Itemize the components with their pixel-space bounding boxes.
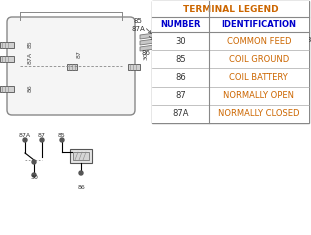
Bar bbox=[128, 63, 140, 70]
Text: 87: 87 bbox=[174, 55, 183, 62]
Bar bbox=[67, 63, 77, 70]
Text: 30: 30 bbox=[298, 37, 311, 43]
Bar bbox=[152, 68, 309, 87]
Bar bbox=[70, 149, 92, 163]
Polygon shape bbox=[222, 9, 272, 25]
Text: 30: 30 bbox=[30, 175, 38, 180]
Text: 85: 85 bbox=[27, 40, 33, 48]
Bar bbox=[152, 17, 309, 32]
Text: 87: 87 bbox=[38, 133, 46, 138]
Bar bbox=[0, 86, 14, 91]
Text: COIL BATTERY: COIL BATTERY bbox=[230, 73, 288, 82]
FancyBboxPatch shape bbox=[7, 17, 135, 115]
Text: 86: 86 bbox=[77, 185, 85, 190]
Text: 30: 30 bbox=[175, 37, 186, 46]
Bar bbox=[152, 32, 309, 50]
Bar bbox=[152, 1, 309, 123]
Text: 30: 30 bbox=[143, 52, 148, 60]
Text: NORMALLY CLOSED: NORMALLY CLOSED bbox=[218, 110, 299, 118]
Text: 86: 86 bbox=[142, 48, 156, 56]
Text: 86: 86 bbox=[175, 73, 186, 82]
Bar bbox=[152, 105, 309, 123]
Bar bbox=[0, 55, 14, 62]
Polygon shape bbox=[162, 9, 240, 27]
Bar bbox=[280, 37, 296, 42]
Bar bbox=[152, 50, 309, 68]
Polygon shape bbox=[140, 32, 162, 39]
Circle shape bbox=[23, 138, 27, 142]
Text: 87A: 87A bbox=[27, 52, 33, 64]
Text: 85: 85 bbox=[58, 133, 66, 138]
Polygon shape bbox=[140, 38, 162, 45]
Bar bbox=[152, 87, 309, 105]
Text: 87A: 87A bbox=[19, 133, 31, 138]
Text: NUMBER: NUMBER bbox=[160, 20, 201, 29]
Circle shape bbox=[227, 38, 233, 44]
Polygon shape bbox=[162, 17, 222, 67]
Polygon shape bbox=[240, 19, 272, 49]
Polygon shape bbox=[240, 19, 272, 49]
Text: 87A: 87A bbox=[132, 26, 154, 40]
Circle shape bbox=[229, 28, 235, 34]
Polygon shape bbox=[140, 44, 162, 51]
Polygon shape bbox=[220, 25, 242, 57]
Bar bbox=[0, 42, 14, 47]
Text: COMMON FEED: COMMON FEED bbox=[226, 37, 291, 46]
Text: 87A: 87A bbox=[172, 110, 188, 118]
Circle shape bbox=[40, 138, 44, 142]
Text: IDENTIFICATION: IDENTIFICATION bbox=[221, 20, 296, 29]
Text: 87: 87 bbox=[175, 91, 186, 100]
Text: TERMINAL LEGEND: TERMINAL LEGEND bbox=[183, 4, 278, 13]
Text: 85: 85 bbox=[175, 55, 186, 64]
Text: 87: 87 bbox=[77, 50, 81, 58]
Circle shape bbox=[32, 160, 36, 164]
Bar bbox=[73, 152, 89, 160]
Text: COIL GROUND: COIL GROUND bbox=[229, 55, 289, 64]
Text: NORMALLY OPEN: NORMALLY OPEN bbox=[223, 91, 294, 100]
Circle shape bbox=[60, 138, 64, 142]
Text: 86: 86 bbox=[27, 84, 33, 92]
Circle shape bbox=[32, 173, 36, 177]
Bar bbox=[152, 1, 309, 17]
Text: 85: 85 bbox=[134, 18, 151, 33]
Polygon shape bbox=[170, 50, 192, 57]
Circle shape bbox=[79, 171, 83, 175]
